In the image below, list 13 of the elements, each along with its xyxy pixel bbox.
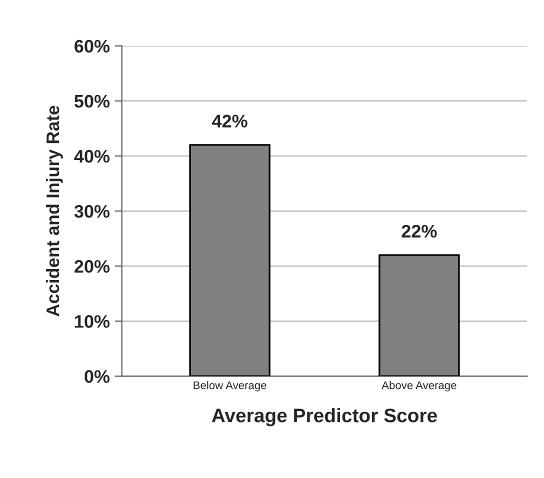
y-tick-label: 40% <box>74 150 110 163</box>
y-tick-label: 10% <box>75 315 110 328</box>
y-axis-title: Accident and Injury Rate <box>46 106 63 316</box>
y-tick-label: 0% <box>84 370 110 383</box>
x-tick-label: Below Average <box>194 381 266 392</box>
data-label: 22% <box>402 224 437 238</box>
y-tick-label: 50% <box>74 94 110 108</box>
y-tick-label: 30% <box>74 204 110 218</box>
y-tick-label: 60% <box>74 40 110 53</box>
x-tick-label: Above Average <box>382 381 456 392</box>
y-tick-label: 20% <box>74 260 110 273</box>
data-label: 42% <box>212 114 248 128</box>
x-axis-title: Average Predictor Score <box>212 408 437 426</box>
